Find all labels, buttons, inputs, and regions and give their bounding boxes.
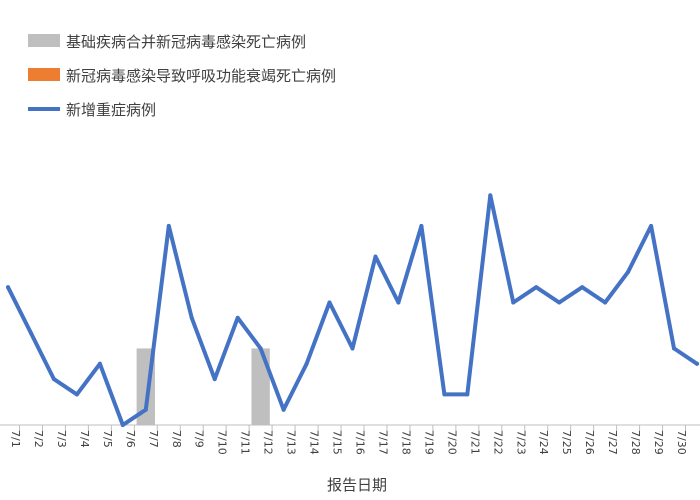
x-tick-label: 7/28	[629, 430, 642, 455]
line-point-7-9	[189, 315, 194, 320]
line-point-7-18	[396, 300, 401, 305]
line-point-7-26	[580, 285, 585, 290]
line-series-group	[6, 193, 699, 427]
x-tick-label: 7/10	[216, 430, 229, 455]
line-point-7-20	[442, 392, 447, 397]
x-tick-label: 7/3	[55, 430, 68, 448]
line-point-7-5	[97, 361, 102, 366]
x-tick-label: 7/6	[124, 430, 137, 448]
x-axis: 7/1 7/2 7/3 7/4 7/5 7/6 7/7 7/8 7/9 7/10 7/11 7/12 7…	[0, 424, 700, 455]
x-tick-label: 7/19	[422, 430, 435, 455]
line-series-2	[6, 193, 699, 427]
line-point-7-23	[511, 300, 516, 305]
x-tick-label: 7/2	[32, 430, 45, 448]
line-point-7-7	[143, 407, 148, 412]
x-tick-label: 7/26	[583, 430, 596, 455]
line-point-7-11	[235, 315, 240, 320]
x-tick-label: 7/4	[78, 430, 91, 448]
line-point-7-6	[120, 423, 125, 427]
x-tick-label: 7/9	[193, 430, 206, 448]
x-tick-label: 7/24	[537, 430, 550, 455]
line-point-7-13	[281, 407, 286, 412]
line-point-7-27	[603, 300, 608, 305]
line-point-7-25	[557, 300, 562, 305]
line-point-7-12	[258, 346, 263, 351]
line-point-7-16	[350, 346, 355, 351]
line-point-7-24	[534, 285, 539, 290]
line-point-7-22	[488, 193, 493, 198]
line-point-7-31	[695, 361, 699, 366]
line-point-7-10	[212, 377, 217, 382]
x-tick-label: 7/7	[147, 430, 160, 448]
bar-0-7-12	[251, 348, 270, 425]
legend-swatch-0	[28, 34, 60, 47]
line-point-7-19	[419, 223, 424, 228]
x-tick-label: 7/23	[514, 430, 527, 455]
legend-label-1: 新冠病毒感染导致呼吸功能衰竭死亡病例	[66, 67, 336, 85]
line-point-7-2	[28, 331, 33, 336]
x-tick-label: 7/5	[101, 430, 114, 448]
x-tick-label: 7/11	[239, 430, 252, 455]
line-point-7-4	[74, 392, 79, 397]
x-tick-label: 7/12	[262, 430, 275, 455]
legend-label-2: 新增重症病例	[66, 101, 156, 119]
x-tick-label: 7/13	[285, 430, 298, 455]
line-point-7-3	[51, 377, 56, 382]
x-tick-label: 7/20	[445, 430, 458, 455]
legend-swatch-1	[28, 68, 60, 81]
x-tick-label: 7/31	[698, 430, 700, 455]
x-tick-label: 7/27	[606, 430, 619, 455]
x-tick-label: 7/1	[9, 430, 22, 448]
x-tick-label: 7/8	[170, 430, 183, 448]
line-point-7-29	[649, 223, 654, 228]
x-tick-label: 7/15	[331, 430, 344, 455]
line-point-7-17	[373, 254, 378, 259]
line-point-7-21	[465, 392, 470, 397]
line-point-7-30	[672, 346, 677, 351]
line-point-7-1	[6, 285, 10, 290]
x-tick-label: 7/21	[468, 430, 481, 455]
line-point-7-8	[166, 223, 171, 228]
x-tick-label: 7/16	[354, 430, 367, 455]
x-axis-title: 报告日期	[327, 476, 387, 494]
x-tick-label: 7/29	[652, 430, 665, 455]
line-point-7-28	[626, 269, 631, 274]
x-tick-label: 7/17	[376, 430, 389, 455]
line-point-7-14	[304, 361, 309, 366]
x-tick-label: 7/14	[308, 430, 321, 455]
line-point-7-15	[327, 300, 332, 305]
x-tick-label: 7/22	[491, 430, 504, 455]
x-tick-label: 7/25	[560, 430, 573, 455]
bar-series-group	[136, 348, 270, 425]
x-tick-label: 7/18	[399, 430, 412, 455]
x-tick-label: 7/30	[675, 430, 688, 455]
legend-label-0: 基础疾病合并新冠病毒感染死亡病例	[66, 33, 306, 51]
